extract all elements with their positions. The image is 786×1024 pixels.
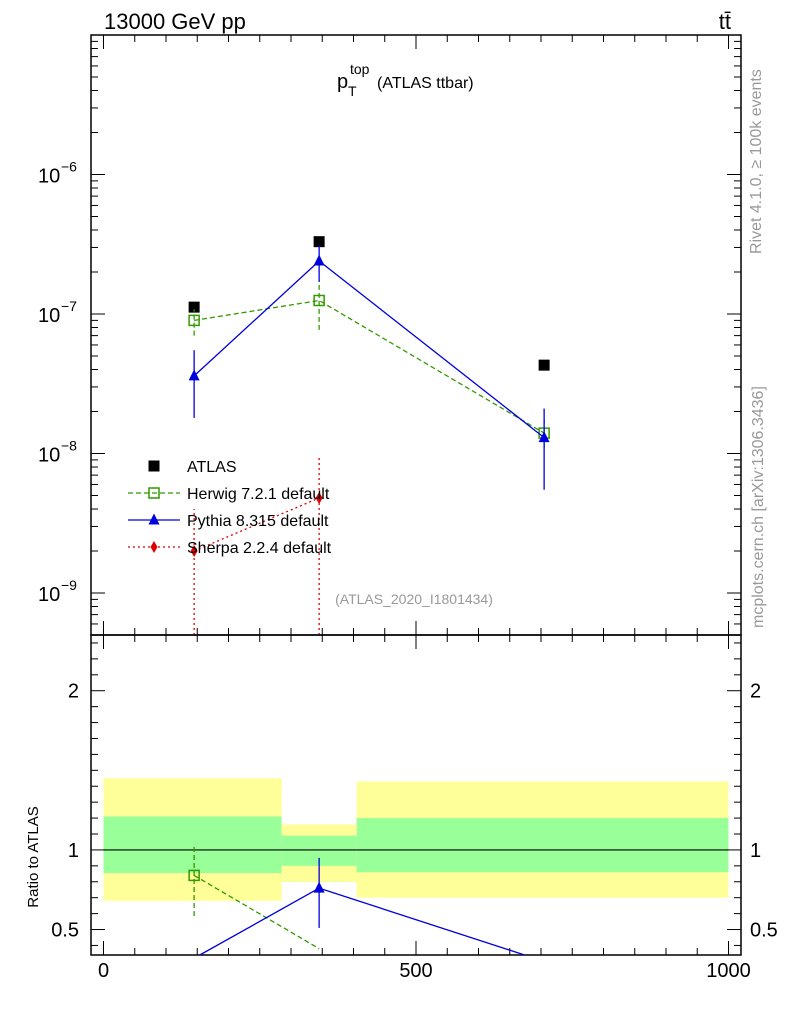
plot-title: p xyxy=(337,71,348,93)
data-point-atlas xyxy=(538,359,550,371)
x-tick-label: 0 xyxy=(98,960,109,982)
energy-label: 13000 GeV pp xyxy=(104,9,246,34)
y-tick-label: 10 xyxy=(38,166,60,188)
series-line-herwig xyxy=(194,299,545,434)
ratio-ylabel: Ratio to ATLAS xyxy=(25,806,42,907)
legend-marker-herwig xyxy=(148,487,160,499)
data-point-atlas xyxy=(313,236,325,248)
x-tick-label: 500 xyxy=(399,960,432,982)
main-plot-series xyxy=(188,236,550,635)
analysis-watermark: (ATLAS_2020_I1801434) xyxy=(335,591,493,607)
data-point-pythia xyxy=(538,431,550,443)
data-point-pythia xyxy=(188,369,200,381)
data-point-pythia xyxy=(313,254,325,266)
series-line-pythia xyxy=(193,260,545,439)
data-point-herwig xyxy=(188,314,200,327)
data-point-herwig xyxy=(313,294,325,307)
process-label: tt̄ xyxy=(719,9,731,34)
legend-marker-atlas xyxy=(148,460,160,472)
ratio-y-tick-label-right: 1 xyxy=(750,840,761,862)
plot-title-sup: top xyxy=(350,61,370,77)
y-tick-label: 10 xyxy=(38,584,60,606)
ratio-y-tick-label: 0.5 xyxy=(51,920,79,942)
ratio-y-tick-label: 1 xyxy=(68,840,79,862)
ratio-y-tick-label: 2 xyxy=(68,681,79,703)
y-tick-label: 10 xyxy=(38,305,60,327)
y-tick-label-exp: −6 xyxy=(61,159,77,175)
ratio-y-tick-label-right: 2 xyxy=(750,681,761,703)
ratio-plot-axes: 0.5 0.5 1 1 2 2 0 500 1000 xyxy=(51,634,778,982)
main-plot-axes: 10−910−810−710−6 xyxy=(38,34,742,636)
ratio-bands xyxy=(103,778,729,901)
y-tick-label-exp: −8 xyxy=(61,438,77,454)
ratio-y-tick-label-right: 0.5 xyxy=(750,920,778,942)
data-point-sherpa xyxy=(190,545,198,558)
legend-label-sherpa: Sherpa 2.2.4 default xyxy=(187,540,332,557)
plot-title-sub: T xyxy=(348,83,357,99)
ratio-band-inner xyxy=(356,818,729,873)
plot-title-main: p xyxy=(337,71,348,93)
ratio-point-herwig xyxy=(188,869,200,882)
legend-label-pythia: Pythia 8.315 default xyxy=(187,513,329,530)
legend-marker-sherpa xyxy=(150,541,158,553)
ratio-line-herwig xyxy=(193,874,320,950)
plot-title-rest: (ATLAS ttbar) xyxy=(377,75,474,92)
legend-label-herwig: Herwig 7.2.1 default xyxy=(187,486,330,503)
data-point-atlas xyxy=(188,301,200,313)
mcplots-label: mcplots.cern.ch [arXiv:1306.3436] xyxy=(750,386,767,628)
y-tick-label-exp: −7 xyxy=(61,298,77,314)
legend-marker-pythia xyxy=(148,513,160,525)
ratio-band-inner xyxy=(103,816,282,874)
ratio-plot-series xyxy=(188,845,525,956)
y-tick-label-exp: −9 xyxy=(61,577,77,593)
y-tick-label: 10 xyxy=(38,445,60,467)
legend-label-atlas: ATLAS xyxy=(187,459,237,476)
legend: ATLAS Herwig 7.2.1 default Pythia 8.315 de… xyxy=(128,459,332,557)
ratio-point-pythia xyxy=(313,881,325,893)
data-point-sherpa xyxy=(315,491,323,504)
rivet-version-label: Rivet 4.1.0, ≥ 100k events xyxy=(748,69,765,254)
x-tick-label: 1000 xyxy=(706,960,751,982)
